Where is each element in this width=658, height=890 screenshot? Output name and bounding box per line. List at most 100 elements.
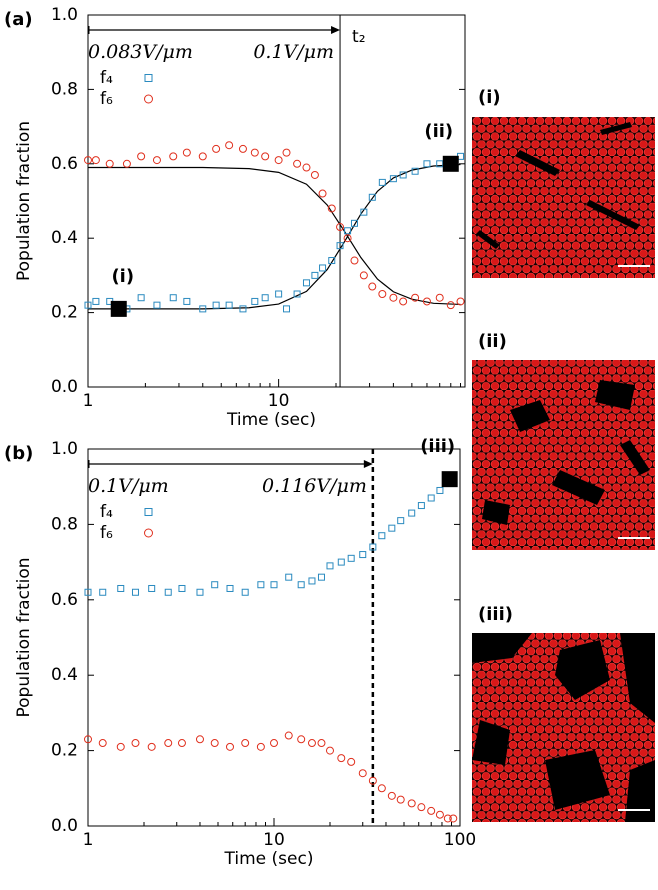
f4-point (239, 305, 247, 313)
f4-point (417, 502, 425, 510)
f6-point (225, 742, 234, 751)
f4-point (344, 227, 352, 235)
x-axis-label: Time (sec) (224, 849, 314, 869)
f4-point (317, 573, 325, 581)
f4-point (347, 554, 355, 562)
f4-point (319, 264, 327, 272)
y-tick-label: 0.8 (51, 79, 78, 99)
field-label: 0.1V/μm (88, 475, 169, 497)
x-tick-label: 10 (263, 830, 285, 850)
f6-point (359, 271, 368, 280)
f4-point (328, 257, 336, 265)
f6-point (368, 776, 377, 785)
legend-label: f₆ (100, 523, 113, 543)
f4-point (92, 297, 100, 305)
f6-point (270, 739, 278, 748)
snapshot-label: (ii) (424, 121, 453, 142)
snapshot-label: (iii) (420, 436, 455, 457)
legend-label: f₄ (100, 68, 113, 88)
f4-point (411, 167, 419, 175)
f6-point (317, 739, 326, 748)
f6-point (435, 810, 444, 819)
f6-point (422, 297, 431, 306)
f6-point (238, 144, 247, 153)
y-tick-label: 0.4 (51, 228, 78, 248)
f4-point (369, 543, 377, 551)
legend-label: f₆ (100, 89, 113, 109)
f4-point (297, 581, 305, 589)
f6-point (297, 735, 306, 744)
f4-point (336, 242, 344, 250)
f6-point (368, 282, 377, 291)
f6-point (307, 739, 316, 748)
f6-point (284, 731, 293, 740)
f4-point (270, 581, 278, 589)
panel-label: (b) (4, 443, 33, 464)
snapshot-marker (441, 471, 458, 488)
f4-point (337, 558, 345, 566)
f6-point (336, 223, 345, 232)
f6-point (84, 156, 92, 165)
f4-point (212, 301, 220, 309)
field-arrow-head (363, 460, 373, 468)
f6-point (256, 742, 265, 751)
f6-point (358, 769, 367, 778)
f6-point (182, 148, 191, 157)
f6-point (195, 735, 204, 744)
f6-point (137, 152, 146, 161)
f4-point (257, 581, 265, 589)
time-marker-label: t₂ (352, 27, 365, 47)
f6-point (427, 806, 436, 815)
f6-point (282, 148, 291, 157)
f6-point (198, 152, 207, 161)
f4-point (399, 171, 407, 179)
f4-point (388, 524, 396, 532)
f4-point (408, 509, 416, 517)
f6-point (116, 742, 125, 751)
f4-point (423, 160, 431, 168)
f4-point (359, 551, 367, 559)
f4-point (261, 294, 269, 302)
f6-point (212, 144, 221, 153)
f6-point (350, 256, 359, 265)
f6-point (98, 739, 107, 748)
f6-point (446, 301, 455, 310)
y-tick-label: 0.0 (51, 377, 78, 397)
f4-point (350, 219, 358, 227)
plot-frame (87, 448, 461, 827)
f4-point (225, 301, 233, 309)
f6-point (302, 163, 311, 172)
panel-label: (a) (4, 9, 33, 30)
f4-point (84, 588, 92, 596)
f4-point (397, 517, 405, 525)
micrograph-i (472, 117, 655, 278)
f4-point (311, 271, 319, 279)
f6-point (449, 814, 458, 823)
f6-point (241, 739, 250, 748)
f4-point (293, 290, 301, 298)
f4-point (226, 584, 234, 592)
f4-point (183, 297, 191, 305)
y-tick-label: 0.2 (51, 303, 78, 323)
f6-point (325, 746, 334, 755)
y-tick-label: 0.2 (51, 741, 78, 761)
f6-point (347, 757, 356, 766)
f6-point (389, 293, 398, 302)
micrograph-iii (472, 633, 655, 822)
f6-point (435, 293, 444, 302)
f4-point (164, 588, 172, 596)
legend-marker (144, 94, 153, 104)
snapshot-label: (i) (111, 266, 134, 287)
f4-point (378, 178, 386, 186)
f6-point (147, 742, 156, 751)
y-tick-label: 0.6 (51, 154, 78, 174)
f4-point (275, 290, 283, 298)
f6-point (293, 159, 302, 168)
f4-point (84, 301, 92, 309)
f6-point (122, 159, 131, 168)
f4-point (178, 584, 186, 592)
f6-point (443, 814, 452, 823)
f6-point (225, 141, 234, 150)
f4-point (389, 175, 397, 183)
